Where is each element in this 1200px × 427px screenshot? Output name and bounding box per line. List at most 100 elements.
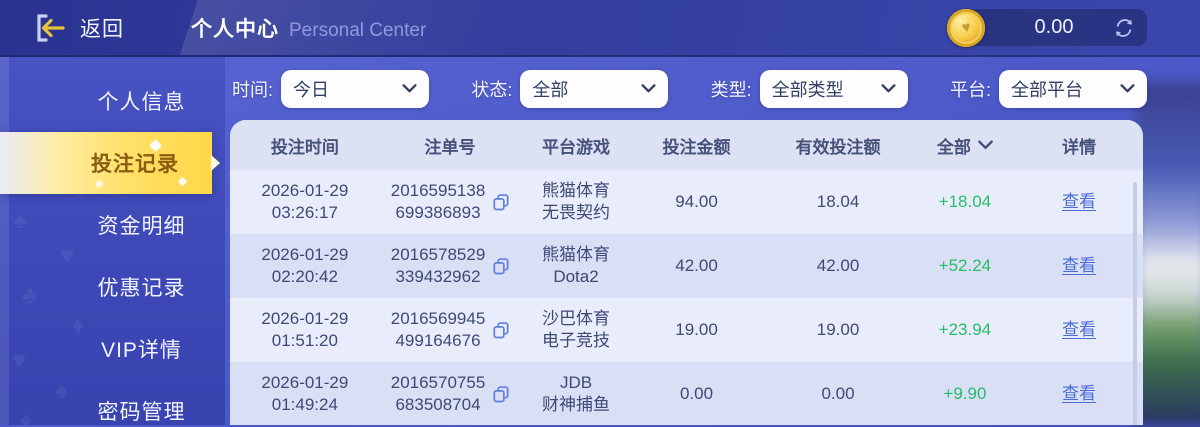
- cell-bet-time: 2026-01-29 03:26:17: [230, 170, 380, 234]
- header-platform-game: 平台游戏: [542, 137, 610, 157]
- bet-records-table: 投注时间 注单号 平台游戏 投注金额 有效投注额 全部 详情 2026-01-2…: [230, 120, 1143, 425]
- view-details-link[interactable]: 查看: [1062, 319, 1097, 339]
- cell-profit: +52.24: [915, 234, 1015, 298]
- platform-name: 沙巴体育: [542, 308, 610, 328]
- profit-value: +52.24: [938, 255, 992, 275]
- sidebar-item-label: 个人信息: [97, 91, 186, 114]
- cell-bet-amount: 0.00: [679, 383, 714, 403]
- bet-date: 2026-01-29: [261, 180, 349, 200]
- cell-bet-amount: 94.00: [675, 191, 718, 211]
- balance-widget: ♥ 0.00: [947, 8, 1147, 47]
- game-name: 财神捕鱼: [542, 395, 610, 414]
- cell-valid-bet-amount: 42.00: [816, 255, 860, 275]
- sidebar-item-password[interactable]: 密码管理: [0, 380, 225, 427]
- table-row: 2026-01-29 01:51:20 2016569945 499164676…: [230, 298, 1143, 362]
- cell-valid-bet-amount: 19.00: [816, 319, 860, 339]
- filter-dropdown[interactable]: 全部: [520, 69, 669, 108]
- copy-icon[interactable]: [493, 193, 509, 211]
- sidebar: ♠ ♥ ♣ ♦ ♥ ♠ ♦ ♣ 个人信息 投注记录 资金明细: [0, 57, 225, 425]
- active-item-arrow-icon: [211, 155, 220, 171]
- back-label: 返回: [80, 17, 124, 41]
- cell-details: 查看: [1015, 298, 1143, 362]
- bet-time: 01:51:20: [271, 331, 338, 350]
- main-content: 时间: 今日 状态: 全部 类型: 全部类型 平台: 全部平台: [225, 57, 1200, 425]
- platform-name: 熊猫体育: [542, 244, 610, 264]
- table-body: 2026-01-29 03:26:17 2016595138 699386893…: [230, 170, 1143, 425]
- copy-icon[interactable]: [493, 321, 509, 339]
- cell-bet-time: 2026-01-29 01:51:20: [230, 298, 380, 362]
- cell-details: 查看: [1015, 234, 1143, 298]
- filter-label: 平台:: [949, 79, 991, 100]
- game-name: 无畏契约: [542, 203, 610, 222]
- view-details-link[interactable]: 查看: [1062, 255, 1097, 275]
- cell-order-number: 2016578529 339432962: [380, 234, 521, 298]
- cell-bet-amount: 19.00: [675, 319, 718, 339]
- top-bar: 返回 个人中心 Personal Center ♥ 0.00: [0, 0, 1200, 57]
- scrollbar-thumb[interactable]: [1133, 182, 1137, 425]
- sidebar-item-vip[interactable]: VIP详情: [0, 318, 225, 380]
- game-name: 电子竞技: [542, 331, 610, 350]
- balance-pill: 0.00: [961, 9, 1147, 46]
- filter-dropdown[interactable]: 全部类型: [759, 69, 908, 108]
- filter-bar: 时间: 今日 状态: 全部 类型: 全部类型 平台: 全部平台: [225, 57, 1200, 120]
- platform-name: 熊猫体育: [542, 180, 610, 200]
- filter-label: 类型:: [710, 79, 752, 100]
- order-number: 2016595138 699386893: [390, 180, 486, 222]
- back-button[interactable]: 返回: [33, 13, 124, 43]
- sidebar-item-label: 优惠记录: [97, 277, 186, 300]
- filter-platform: 平台: 全部平台: [949, 69, 1147, 108]
- header-details: 详情: [1062, 137, 1097, 157]
- cell-bet-time: 2026-01-29 02:20:42: [230, 234, 380, 298]
- cell-details: 查看: [1015, 362, 1143, 425]
- refresh-icon[interactable]: [1113, 17, 1135, 39]
- filter-selected-value: 今日: [293, 79, 330, 100]
- copy-icon[interactable]: [493, 257, 509, 275]
- bet-date: 2026-01-29: [261, 372, 349, 392]
- cell-profit: +18.04: [915, 170, 1015, 234]
- sidebar-item-bets[interactable]: 投注记录: [0, 132, 220, 194]
- bet-date: 2026-01-29: [261, 308, 349, 328]
- cell-details: 查看: [1015, 170, 1143, 234]
- view-details-link[interactable]: 查看: [1062, 191, 1097, 211]
- bet-time: 01:49:24: [271, 395, 338, 414]
- filter-time: 时间: 今日: [232, 69, 430, 108]
- coin-heart-glyph: ♥: [959, 18, 973, 37]
- page-title-en: Personal Center: [289, 19, 427, 41]
- filter-label: 时间:: [232, 79, 274, 100]
- balance-value: 0.00: [1034, 16, 1074, 38]
- cell-valid-bet-amount: 18.04: [816, 191, 860, 211]
- filter-selected-value: 全部类型: [771, 79, 844, 100]
- back-arrow-icon: [37, 13, 65, 42]
- filter-status: 状态: 全部: [471, 69, 669, 108]
- table-header-row: 投注时间 注单号 平台游戏 投注金额 有效投注额 全部 详情: [230, 120, 1143, 170]
- cell-order-number: 2016569945 499164676: [380, 298, 521, 362]
- filter-dropdown[interactable]: 全部平台: [999, 69, 1147, 108]
- sidebar-item-label: 密码管理: [97, 401, 186, 424]
- bet-time: 03:26:17: [271, 203, 338, 222]
- cell-valid-bet-amount: 0.00: [821, 383, 855, 403]
- sidebar-item-profile[interactable]: 个人信息: [0, 70, 225, 132]
- game-name: Dota2: [553, 267, 599, 286]
- copy-icon[interactable]: [493, 385, 509, 403]
- order-number: 2016570755 683508704: [390, 372, 486, 414]
- chevron-down-icon: [402, 84, 417, 93]
- sidebar-item-funds[interactable]: 资金明细: [0, 194, 225, 256]
- gold-coin-icon: ♥: [947, 8, 985, 47]
- header-result-filter-all[interactable]: 全部: [915, 133, 1015, 158]
- cell-profit: +23.94: [915, 298, 1015, 362]
- bet-time: 02:20:42: [271, 267, 338, 286]
- chevron-down-icon: [881, 84, 896, 93]
- filter-dropdown[interactable]: 今日: [281, 69, 430, 108]
- filter-type: 类型: 全部类型: [710, 69, 908, 108]
- sidebar-item-label: 投注记录: [91, 153, 179, 176]
- platform-name: JDB: [559, 372, 593, 392]
- header-valid-bet-amount: 有效投注额: [795, 137, 881, 157]
- cell-platform-game: JDB 财神捕鱼: [520, 362, 631, 425]
- sidebar-item-promos[interactable]: 优惠记录: [0, 256, 225, 318]
- view-details-link[interactable]: 查看: [1062, 383, 1097, 403]
- filter-label: 状态:: [471, 79, 513, 100]
- sidebar-item-label: VIP详情: [101, 339, 182, 362]
- profit-value: +9.90: [943, 383, 987, 403]
- cell-order-number: 2016595138 699386893: [380, 170, 521, 234]
